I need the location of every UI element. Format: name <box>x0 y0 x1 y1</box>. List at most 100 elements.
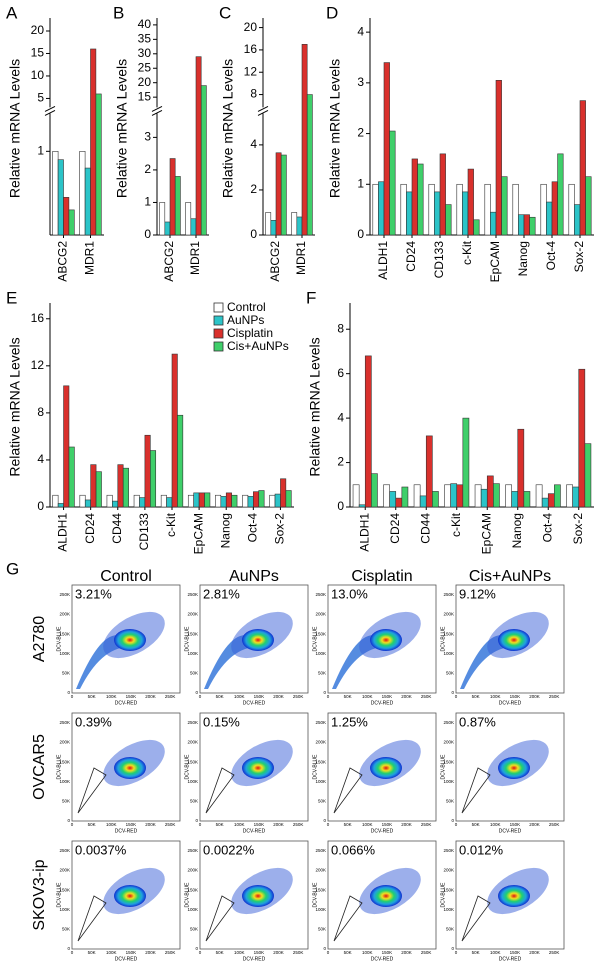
column-header: Cis+AuNPs <box>469 568 551 585</box>
bar <box>63 197 70 236</box>
x-tick-label: 200K <box>273 694 284 699</box>
y-tick-label: 3 <box>357 75 364 89</box>
x-tick-label: 250K <box>165 950 176 955</box>
x-tick-label: Oct-4 <box>540 513 554 543</box>
bar <box>352 484 360 508</box>
y-tick-label: 2 <box>250 182 257 196</box>
axis-break <box>44 105 56 112</box>
x-tick-label: 200K <box>273 822 284 827</box>
gate-percent: 0.0037% <box>75 842 127 857</box>
x-tick-label: 0 <box>327 822 330 827</box>
x-tick-label: 50K <box>472 822 480 827</box>
x-tick-label: 200K <box>145 694 156 699</box>
x-tick-label: 200K <box>145 822 156 827</box>
bar <box>541 497 549 508</box>
x-tick-label: 50K <box>344 694 352 699</box>
y-tick-label: 50K <box>190 671 198 676</box>
bar <box>546 201 553 236</box>
x-tick-label: 50K <box>344 822 352 827</box>
x-axis-label: DCV-RED <box>243 700 266 706</box>
y-axis-label: DCV-BLUE <box>312 626 318 652</box>
panel-label: B <box>113 3 124 22</box>
x-tick-label: 250K <box>165 694 176 699</box>
bar <box>198 492 205 508</box>
gate <box>333 895 363 942</box>
y-axis-label: Relative mRNA Levels <box>220 59 236 198</box>
y-tick-label: 200K <box>59 740 70 745</box>
x-tick-label: 100K <box>490 950 501 955</box>
bar <box>225 492 232 508</box>
bar <box>518 214 525 236</box>
y-tick-label: 20 <box>31 23 45 37</box>
bar <box>79 494 86 508</box>
y-tick-label: 15 <box>31 46 45 60</box>
bar <box>434 191 441 236</box>
y-tick-label: 150K <box>315 887 326 892</box>
x-tick-label: MDR1 <box>294 241 308 275</box>
gate <box>77 767 107 814</box>
bar <box>169 158 176 236</box>
x-tick-label: 0 <box>71 950 74 955</box>
x-tick-label: 150K <box>510 694 521 699</box>
x-tick-label: 250K <box>421 694 432 699</box>
density-core <box>498 885 530 907</box>
bar <box>474 484 482 508</box>
x-tick-label: 100K <box>490 694 501 699</box>
y-tick-label: 200K <box>187 868 198 873</box>
bar <box>490 211 497 236</box>
x-tick-label: 200K <box>273 950 284 955</box>
x-tick-label: 250K <box>293 950 304 955</box>
column-header: Cisplatin <box>351 568 412 585</box>
x-tick-label: 150K <box>254 950 265 955</box>
y-tick-label: 250K <box>315 592 326 597</box>
gate-percent: 2.81% <box>203 586 240 601</box>
y-tick-label: 250K <box>443 848 454 853</box>
y-tick-label: 50K <box>62 927 70 932</box>
x-axis-label: DCV-RED <box>499 828 522 834</box>
y-axis-label: Relative mRNA Levels <box>7 59 23 198</box>
y-tick-label: 150K <box>187 759 198 764</box>
bar <box>529 216 536 236</box>
y-tick-label: 1 <box>144 195 151 209</box>
legend-swatch <box>213 328 224 339</box>
bar <box>280 478 287 508</box>
y-tick-label: 1 <box>357 176 364 190</box>
bar <box>68 446 75 508</box>
bar <box>269 494 276 508</box>
bar <box>432 491 439 508</box>
y-tick-label: 150K <box>187 631 198 636</box>
x-tick-label: CD24 <box>83 513 97 544</box>
y-tick-label: 20 <box>244 20 258 34</box>
y-tick-label: 250K <box>443 720 454 725</box>
bar <box>445 204 452 236</box>
x-tick-label: CD133 <box>432 241 446 279</box>
bar <box>579 100 586 236</box>
legend-swatch <box>213 341 224 352</box>
x-tick-label: 0 <box>455 694 458 699</box>
y-tick-label: 0 <box>337 499 344 513</box>
density-core <box>242 629 274 651</box>
axis-break <box>152 107 162 114</box>
bar <box>444 484 451 508</box>
y-tick-label: 100K <box>443 651 454 656</box>
y-tick-label: 250K <box>187 720 198 725</box>
density-core <box>370 757 402 779</box>
gate-percent: 0.87% <box>459 714 496 729</box>
x-tick-label: ABCG2 <box>268 241 282 282</box>
y-tick-label: 16 <box>31 311 45 325</box>
x-tick-label: 200K <box>401 694 412 699</box>
y-axis-label: DCV-BLUE <box>312 754 318 780</box>
bar <box>517 428 525 508</box>
bar <box>512 183 519 236</box>
x-tick-label: 150K <box>382 950 393 955</box>
axis-break <box>257 109 269 116</box>
y-axis-label: DCV-BLUE <box>440 754 446 780</box>
x-tick-label: 150K <box>126 822 137 827</box>
bar <box>585 176 592 236</box>
y-tick-label: 50K <box>446 799 454 804</box>
gate <box>77 895 107 942</box>
x-axis-label: DCV-RED <box>115 700 138 706</box>
panel-label: E <box>6 288 17 307</box>
bar <box>200 85 207 236</box>
y-tick-label: 100K <box>443 779 454 784</box>
